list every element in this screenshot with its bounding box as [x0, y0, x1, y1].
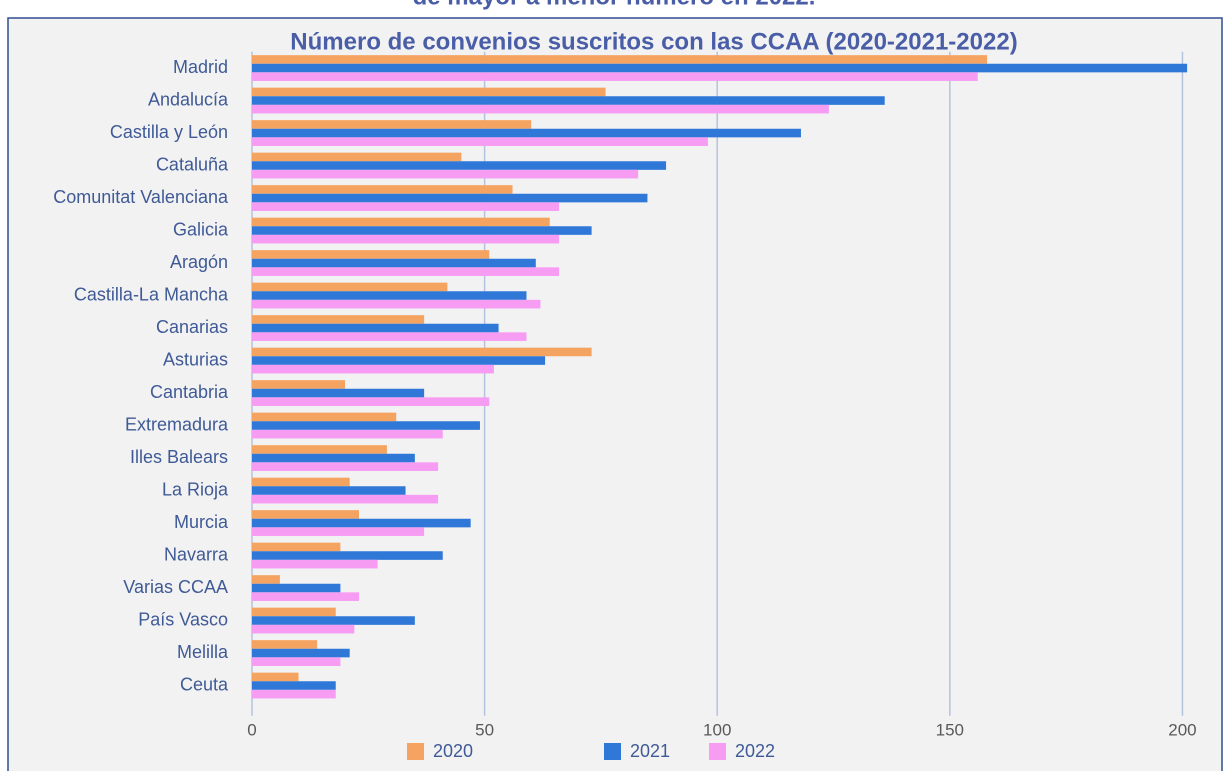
y-tick-label: Castilla y León	[110, 122, 228, 142]
bar	[252, 453, 415, 463]
bar	[252, 388, 425, 398]
bar	[252, 202, 560, 211]
y-tick-label: Illes Balears	[130, 447, 228, 467]
bar	[252, 267, 560, 276]
bar	[252, 559, 378, 569]
y-tick-label: Comunitat Valenciana	[53, 187, 229, 207]
y-tick-label: País Vasco	[138, 609, 228, 629]
bar	[252, 640, 318, 649]
bar	[252, 185, 513, 194]
bar	[252, 380, 346, 389]
bar	[252, 55, 988, 64]
bar	[252, 624, 355, 634]
y-tick-label: Castilla-La Mancha	[74, 284, 229, 304]
bar	[252, 193, 648, 203]
legend-swatch	[604, 743, 621, 760]
bar	[252, 477, 350, 487]
bar	[252, 681, 336, 690]
chart-subtitle: de mayor a menor número en 2022.	[413, 0, 816, 10]
legend-label: 2021	[630, 741, 670, 761]
bar	[252, 234, 560, 244]
bar	[252, 583, 341, 593]
y-tick-label: Galicia	[173, 219, 229, 239]
bar	[252, 96, 885, 105]
bar	[252, 161, 667, 170]
bar	[252, 648, 350, 658]
x-tick-label: 200	[1168, 720, 1196, 739]
x-tick-label: 50	[475, 720, 494, 739]
y-tick-label: Madrid	[173, 57, 228, 77]
y-tick-label: Cataluña	[156, 154, 229, 174]
bar	[252, 72, 978, 81]
bar	[252, 551, 443, 560]
y-tick-label: La Rioja	[162, 479, 229, 499]
bar	[252, 87, 606, 97]
bar	[252, 616, 415, 625]
bar	[252, 445, 387, 454]
x-tick-label: 150	[936, 720, 964, 739]
bar	[252, 169, 639, 179]
y-tick-label: Varias CCAA	[123, 577, 228, 597]
x-tick-label: 0	[247, 720, 256, 739]
y-tick-label: Melilla	[177, 642, 229, 662]
bar	[252, 258, 536, 268]
bar	[252, 421, 480, 430]
bar	[252, 689, 336, 699]
bar	[252, 152, 462, 162]
y-tick-label: Cantabria	[150, 382, 229, 402]
bar	[252, 137, 708, 146]
bar	[252, 347, 592, 357]
legend-label: 2022	[735, 741, 775, 761]
chart-title: Número de convenios suscritos con las CC…	[290, 28, 1017, 55]
bar	[252, 299, 541, 309]
bar	[252, 412, 397, 422]
y-tick-label: Canarias	[156, 317, 228, 337]
bar	[252, 397, 490, 406]
bar	[252, 575, 280, 584]
bar	[252, 657, 341, 666]
legend-label: 2020	[433, 741, 473, 761]
bar	[252, 364, 494, 374]
bar	[252, 518, 471, 528]
bar	[252, 510, 360, 519]
bar	[252, 672, 299, 682]
bar	[252, 217, 550, 227]
legend-swatch	[407, 743, 424, 760]
bar	[252, 282, 448, 292]
y-tick-label: Murcia	[174, 512, 229, 532]
bar	[252, 494, 439, 504]
bar	[252, 429, 443, 439]
y-tick-label: Ceuta	[180, 674, 229, 694]
bar	[252, 332, 527, 341]
y-tick-label: Navarra	[164, 544, 229, 564]
y-tick-label: Extremadura	[125, 414, 229, 434]
bar	[252, 104, 829, 114]
bar	[252, 527, 425, 536]
bar	[252, 226, 592, 235]
bar	[252, 462, 439, 471]
x-tick-label: 100	[703, 720, 731, 739]
y-tick-label: Asturias	[163, 349, 228, 369]
bar	[252, 542, 341, 552]
bar	[252, 250, 490, 259]
bar	[252, 356, 546, 365]
bar	[252, 486, 406, 495]
bar	[252, 128, 801, 138]
bar	[252, 63, 1188, 73]
y-tick-label: Aragón	[170, 252, 228, 272]
bar	[252, 323, 499, 333]
bar	[252, 120, 532, 129]
bar	[252, 315, 425, 324]
y-tick-label: Andalucía	[148, 89, 229, 109]
bar	[252, 592, 360, 601]
legend-swatch	[709, 743, 726, 760]
bar	[252, 607, 336, 617]
bar	[252, 291, 527, 300]
